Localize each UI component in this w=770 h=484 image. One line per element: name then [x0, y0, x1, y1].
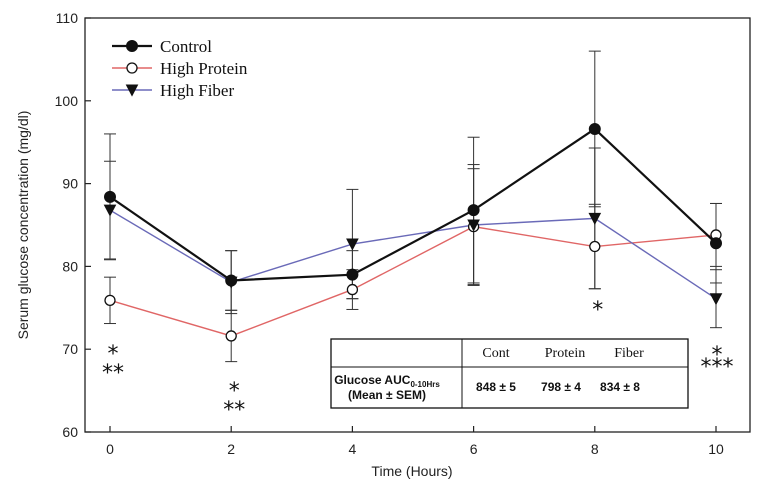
marker-high-protein: [225, 330, 237, 342]
legend-marker-high-protein: [126, 62, 138, 74]
series-line-high-fiber: [109, 209, 717, 300]
inset-table-header-fiber: Fiber: [614, 346, 644, 361]
y-tick-label: 90: [62, 176, 78, 192]
series-lines: [109, 127, 717, 337]
marker-control: [225, 274, 238, 287]
axis-ticks: 0 2 4 6 8 10 60 70 80 90 100 110: [55, 10, 724, 457]
x-tick-label: 8: [591, 441, 599, 457]
marker-high-fiber: [467, 219, 480, 232]
y-axis-title: Serum glucose concentration (mg/dl): [15, 111, 31, 340]
inset-table-value-protein: 798 ± 4: [541, 380, 581, 394]
inset-table: Cont Protein Fiber Glucose AUC0-10Hrs (M…: [330, 338, 689, 409]
y-tick-label: 80: [62, 258, 78, 274]
y-tick-label: 100: [55, 93, 79, 109]
x-tick-label: 6: [470, 441, 478, 457]
series-line-control: [109, 127, 717, 282]
significance-mark: **: [223, 398, 245, 423]
inset-table-header-cont: Cont: [482, 346, 509, 361]
marker-control: [104, 190, 116, 203]
legend: Control High Protein High Fiber: [112, 37, 248, 100]
marker-high-fiber: [103, 204, 117, 217]
marker-control: [467, 204, 480, 217]
marker-high-fiber: [588, 212, 602, 225]
marker-high-protein: [346, 283, 359, 296]
significance-mark: *: [229, 379, 240, 404]
legend-marker-control: [126, 40, 138, 52]
x-tick-label: 4: [349, 441, 357, 457]
significance-mark: *: [108, 342, 119, 367]
legend-label-control: Control: [160, 37, 212, 56]
x-tick-label: 0: [106, 441, 114, 457]
inset-table-header-protein: Protein: [545, 346, 585, 361]
marker-control: [710, 237, 722, 250]
plot-frame: [84, 17, 751, 433]
marker-control: [588, 122, 601, 135]
significance-annotations: ***********: [102, 298, 734, 423]
inset-table-row-label-main: Glucose AUC: [334, 373, 411, 387]
inset-table-frame: [330, 338, 689, 409]
y-tick-label: 110: [56, 10, 79, 26]
marker-high-fiber: [709, 293, 723, 306]
data-markers: [103, 122, 723, 342]
legend-label-high-protein: High Protein: [160, 59, 248, 78]
marker-high-fiber: [346, 238, 359, 251]
significance-mark: ***: [701, 355, 734, 380]
marker-high-protein: [104, 294, 116, 306]
inset-table-value-cont: 848 ± 5: [476, 380, 516, 394]
legend-label-high-fiber: High Fiber: [160, 81, 234, 100]
inset-table-row-label-line2: (Mean ± SEM): [348, 388, 426, 402]
significance-mark: **: [102, 361, 124, 386]
series-line-high-protein: [109, 225, 717, 337]
x-tick-label: 2: [227, 441, 235, 457]
inset-table-row-label-sub: 0-10Hrs: [410, 380, 440, 389]
y-tick-label: 60: [62, 424, 78, 440]
x-tick-label: 10: [708, 441, 724, 457]
significance-mark: *: [592, 298, 603, 323]
marker-control: [346, 268, 359, 281]
y-tick-label: 70: [62, 341, 78, 357]
inset-table-value-fiber: 834 ± 8: [600, 380, 640, 394]
significance-mark: *: [712, 343, 723, 368]
inset-table-row-label: Glucose AUC0-10Hrs: [334, 373, 440, 389]
legend-marker-high-fiber: [125, 84, 139, 97]
marker-high-protein: [589, 240, 601, 253]
x-axis-title: Time (Hours): [371, 463, 452, 479]
